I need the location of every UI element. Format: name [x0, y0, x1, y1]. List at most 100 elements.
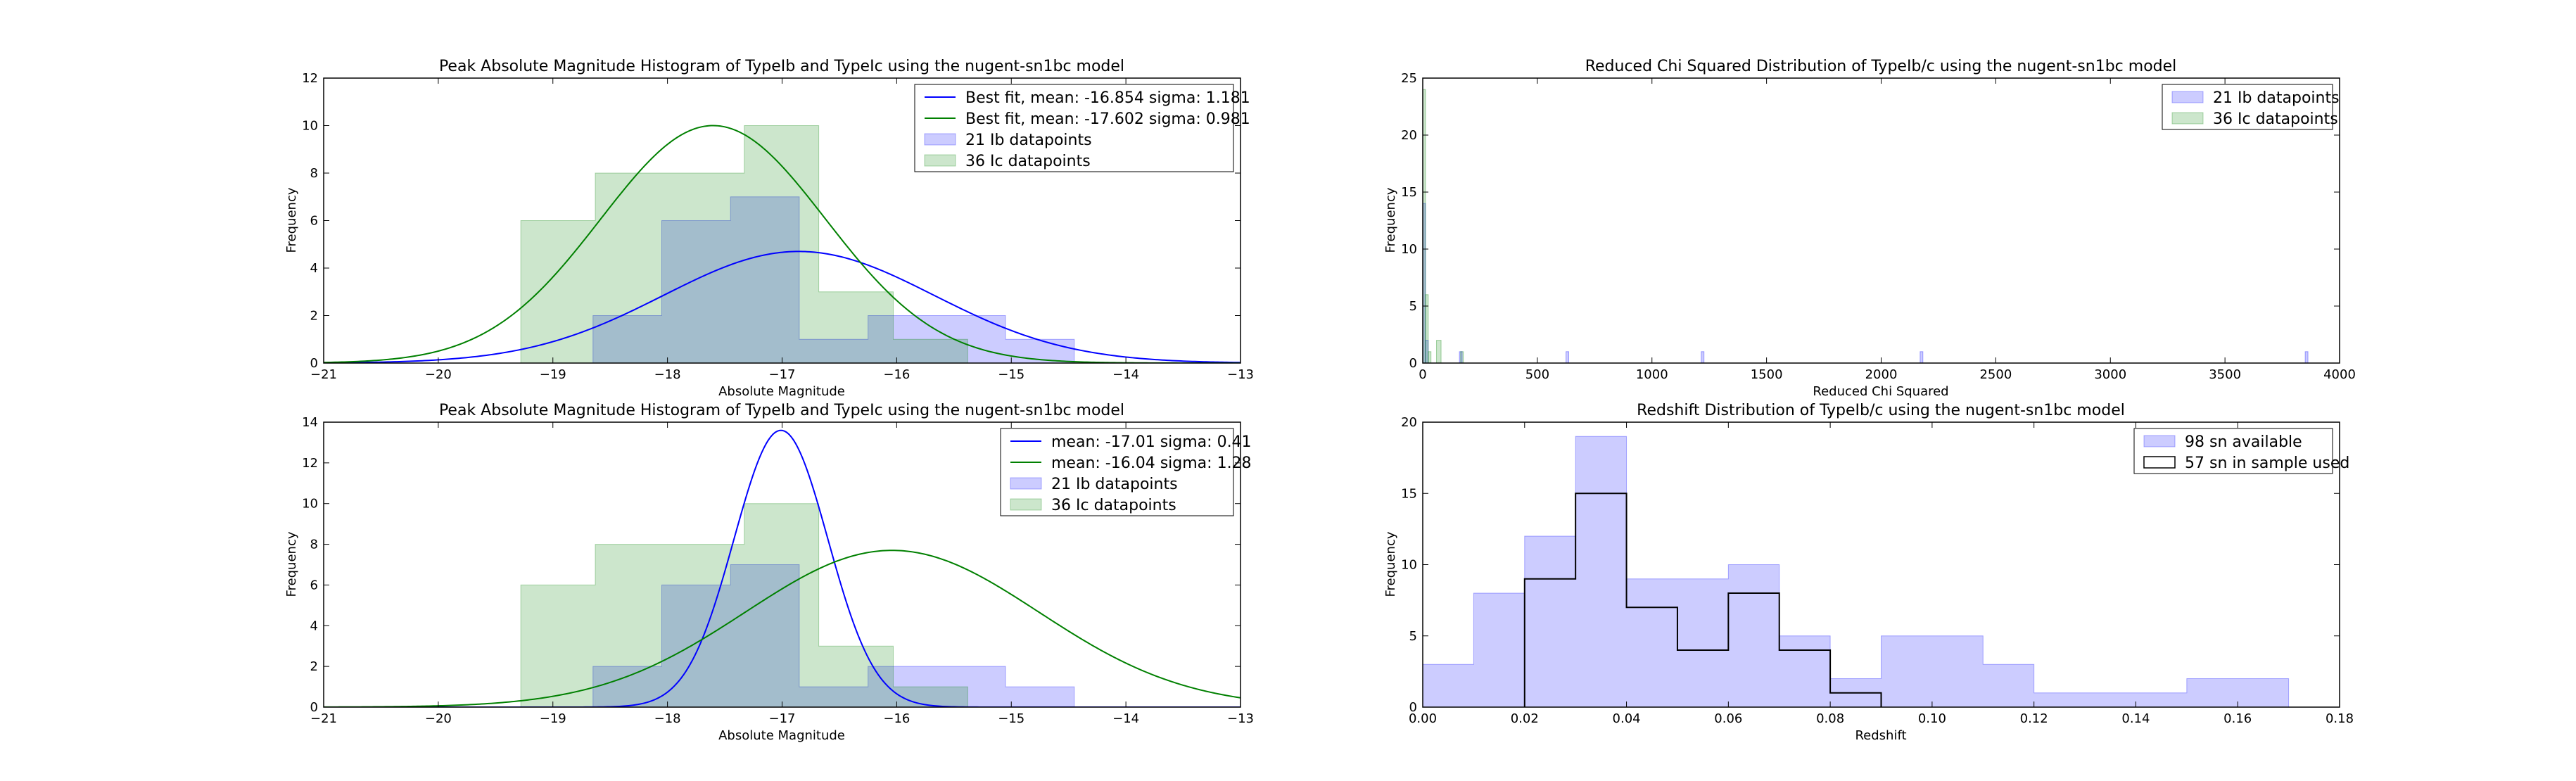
fit-curve-best-fit-mean-17-602-sigma-0-981 [324, 125, 1241, 363]
legend-patch-swatch [2171, 112, 2204, 125]
axis-ticks: 0.00 0.02 0.04 0.06 0.08 0.10 0.12 0.14 0.16 0.18… [1401, 415, 2354, 726]
legend-label: Best fit, mean: -17.602 sigma: 0.981 [965, 110, 1250, 128]
plot-area-magnitude-refit [324, 429, 1241, 707]
legend-label: 21 Ib datapoints [965, 132, 1092, 149]
fit-curve-mean-16-04-sigma-1-28 [324, 550, 1241, 707]
series-layer [324, 429, 1241, 707]
x-tick-label: 0.18 [2326, 711, 2354, 726]
chart-title: Peak Absolute Magnitude Histogram of Typ… [439, 58, 1124, 75]
hist-36-ic-datapoints [520, 503, 968, 707]
x-tick-label: 0.04 [1613, 711, 1641, 726]
legend-label: 98 sn available [2185, 433, 2302, 451]
hist-bar-36-ic-datapoints [1460, 351, 1464, 363]
y-axis-label: Frequency [1383, 187, 1398, 253]
x-tick-label: −13 [1227, 711, 1254, 726]
x-axis-label: Reduced Chi Squared [1813, 384, 1948, 399]
legend-patch-swatch [2171, 91, 2204, 103]
x-tick-label: 0.16 [2223, 711, 2252, 726]
x-tick-label: −18 [654, 711, 681, 726]
plot-area-magnitude-best-fit [324, 125, 1241, 363]
y-tick-label: 10 [1401, 242, 1417, 257]
y-axis-label: Frequency [284, 531, 299, 597]
x-tick-label: 0.06 [1714, 711, 1742, 726]
x-tick-label: −18 [654, 367, 681, 382]
x-tick-label: −20 [425, 367, 452, 382]
chart-title: Reduced Chi Squared Distribution of Type… [1585, 58, 2177, 75]
x-axis-label: Redshift [1855, 728, 1906, 743]
y-tick-label: 0 [310, 700, 318, 715]
y-tick-label: 2 [310, 309, 318, 324]
legend: Best fit, mean: -16.854 sigma: 1.181 Best… [914, 84, 1250, 172]
legend: 98 sn available 57 sn in sample used [2133, 428, 2349, 474]
series-layer [1423, 436, 2290, 707]
y-tick-label: 6 [310, 578, 318, 592]
legend-label: 57 sn in sample used [2185, 455, 2349, 472]
y-tick-label: 15 [1401, 185, 1417, 200]
x-tick-label: 1500 [1751, 367, 1783, 382]
legend-box [1000, 428, 1234, 516]
x-tick-label: 4000 [2323, 367, 2356, 382]
y-tick-label: 12 [302, 71, 318, 86]
legend-patch-swatch [1010, 477, 1042, 490]
legend: mean: -17.01 sigma: 0.41 mean: -16.04 sig… [1000, 428, 1252, 516]
hist-bar-36-ic-datapoints [1425, 294, 1429, 363]
hist-bar-36-ic-datapoints [1428, 351, 1432, 363]
x-axis-label: Absolute Magnitude [718, 384, 845, 399]
x-tick-label: −16 [883, 367, 910, 382]
y-tick-label: 12 [302, 456, 318, 471]
legend-label: 36 Ic datapoints [965, 153, 1091, 170]
x-tick-label: 0.10 [1918, 711, 1946, 726]
x-tick-label: −14 [1112, 367, 1139, 382]
y-tick-label: 2 [310, 659, 318, 674]
hist-21-ib-datapoints [592, 196, 1143, 363]
legend-label: 36 Ic datapoints [2213, 110, 2338, 128]
legend-outline-swatch [2143, 456, 2176, 469]
legend: 21 Ib datapoints 36 Ic datapoints [2162, 84, 2340, 130]
y-tick-label: 10 [302, 119, 318, 134]
legend-patch-swatch [1010, 498, 1042, 511]
series-layer [1423, 89, 2309, 363]
x-tick-label: 0.12 [2020, 711, 2048, 726]
x-tick-label: 2500 [1979, 367, 2012, 382]
chart-title: Peak Absolute Magnitude Histogram of Typ… [439, 402, 1124, 419]
fit-curve-mean-17-01-sigma-0-41 [324, 429, 1241, 707]
y-tick-label: 10 [302, 497, 318, 512]
fit-curve-best-fit-mean-16-854-sigma-1-181 [324, 250, 1241, 363]
y-tick-label: 5 [1409, 299, 1417, 314]
x-tick-label: 0.14 [2121, 711, 2150, 726]
legend-label: mean: -16.04 sigma: 1.28 [1051, 455, 1252, 472]
x-tick-label: 2000 [1865, 367, 1898, 382]
hist-bar-21-ib-datapoints [1566, 351, 1570, 363]
plot-area-redshift [1423, 436, 2290, 707]
hist-step-57-sn-in-sample-used [1523, 493, 1882, 707]
x-tick-label: −15 [998, 367, 1024, 382]
y-tick-label: 4 [310, 261, 318, 276]
legend-label: 21 Ib datapoints [1051, 476, 1178, 493]
y-tick-label: 4 [310, 618, 318, 633]
x-tick-label: −19 [540, 367, 566, 382]
x-tick-label: −15 [998, 711, 1024, 726]
legend-box [914, 84, 1234, 172]
y-tick-label: 20 [1401, 128, 1417, 143]
y-axis-label: Frequency [284, 187, 299, 253]
y-tick-label: 0 [1409, 356, 1417, 371]
y-tick-label: 10 [1401, 558, 1417, 573]
chart-title: Redshift Distribution of TypeIb/c using … [1637, 402, 2125, 419]
panel-reduced-chi-squared: 0 500 1000 1500 2000 2500 3000 3500 4000 0 5 10 15 20… [1383, 58, 2356, 399]
hist-bar-36-ic-datapoints [1436, 340, 1442, 363]
hist-bar-21-ib-datapoints [1425, 340, 1429, 363]
axis-ticks: 0 500 1000 1500 2000 2500 3000 3500 4000 0 5 10 15 20… [1401, 71, 2356, 382]
y-axis-label: Frequency [1383, 531, 1398, 597]
x-tick-label: −19 [540, 711, 566, 726]
y-tick-label: 25 [1401, 71, 1417, 86]
x-tick-label: 1000 [1636, 367, 1668, 382]
x-tick-label: 0.02 [1511, 711, 1539, 726]
legend-label: mean: -17.01 sigma: 0.41 [1051, 433, 1252, 451]
x-axis-label: Absolute Magnitude [718, 728, 845, 743]
panel-magnitude-best-fit: −21 −20 −19 −18 −17 −16 −15 −14 −13 0 2 4 6 8 10 12 Pea… [284, 58, 1254, 399]
y-tick-label: 14 [302, 415, 318, 430]
x-tick-label: 0 [1419, 367, 1426, 382]
legend-box [2162, 84, 2333, 130]
